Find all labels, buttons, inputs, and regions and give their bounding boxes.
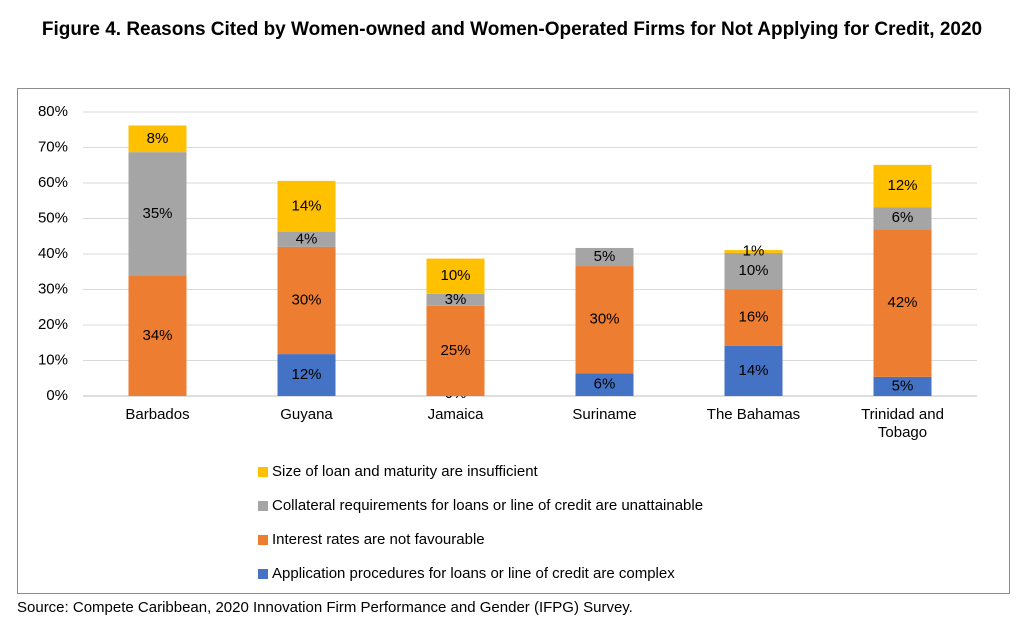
bar-segment — [277, 231, 336, 247]
bar-segment — [426, 258, 485, 294]
bar-segment — [724, 289, 783, 346]
data-label: 25% — [440, 342, 470, 359]
y-tick-label: 80% — [38, 103, 68, 120]
data-label: 34% — [142, 327, 172, 344]
data-label: 30% — [589, 311, 619, 328]
y-tick-label: 20% — [38, 316, 68, 333]
legend-swatch — [258, 501, 268, 511]
y-tick-label: 10% — [38, 351, 68, 368]
data-label: 42% — [887, 294, 917, 311]
data-label: 6% — [594, 376, 616, 393]
bar-segment — [873, 207, 932, 230]
bar-segment — [426, 293, 485, 306]
x-tick-label: Trinidad and Tobago — [861, 406, 944, 441]
data-label: 16% — [738, 309, 768, 326]
bar-segment — [873, 376, 932, 396]
data-label: 12% — [887, 177, 917, 194]
x-tick-label: The Bahamas — [706, 406, 801, 423]
x-tick-label: Barbados — [125, 406, 190, 423]
bar-segment — [724, 345, 783, 396]
bar-segment — [575, 266, 634, 374]
bar-segment — [873, 229, 932, 377]
bar-segment — [724, 250, 783, 253]
bar-segment — [426, 305, 485, 396]
bar-segment — [128, 276, 187, 396]
legend-swatch — [258, 467, 268, 477]
legend-label: Collateral requirements for loans or lin… — [272, 497, 703, 514]
y-tick-label: 50% — [38, 209, 68, 226]
legend-label: Application procedures for loans or line… — [272, 565, 675, 582]
bar-segment — [873, 164, 932, 208]
bar-segment — [128, 125, 187, 153]
x-tick-label: Suriname — [572, 406, 637, 423]
bar-segment — [575, 247, 634, 267]
y-tick-label: 70% — [38, 138, 68, 155]
legend-swatch — [258, 535, 268, 545]
chart-frame — [17, 88, 1010, 594]
data-label: 10% — [738, 262, 768, 279]
legend-swatch — [258, 569, 268, 579]
data-label: 5% — [594, 248, 616, 265]
data-label: 14% — [291, 197, 321, 214]
x-tick-label: Jamaica — [427, 406, 484, 423]
bar-segment — [128, 152, 187, 277]
legend-label: Interest rates are not favourable — [272, 531, 485, 548]
data-label: 6% — [892, 209, 914, 226]
data-label: 5% — [892, 377, 914, 394]
data-label: 3% — [445, 291, 467, 308]
data-label: 30% — [291, 291, 321, 308]
y-tick-label: 0% — [46, 387, 68, 404]
chart-title: Figure 4. Reasons Cited by Women-owned a… — [41, 19, 983, 40]
data-label: 35% — [142, 205, 172, 222]
bar-segment — [277, 354, 336, 396]
bar-segment — [575, 373, 634, 396]
legend-label: Size of loan and maturity are insufficie… — [272, 463, 539, 480]
bar-segment — [277, 180, 336, 232]
data-label: 8% — [147, 130, 169, 147]
y-tick-label: 30% — [38, 280, 68, 297]
source-note: Source: Compete Caribbean, 2020 Innovati… — [17, 599, 633, 616]
y-tick-label: 40% — [38, 245, 68, 262]
bar-segment — [724, 252, 783, 290]
data-label: 10% — [440, 267, 470, 284]
bar-segment — [277, 246, 336, 355]
data-label: 4% — [296, 230, 318, 247]
x-tick-label: Guyana — [280, 406, 333, 423]
data-label: 12% — [291, 366, 321, 383]
y-tick-label: 60% — [38, 174, 68, 191]
data-label: 14% — [738, 362, 768, 379]
data-label: 1% — [743, 242, 765, 259]
